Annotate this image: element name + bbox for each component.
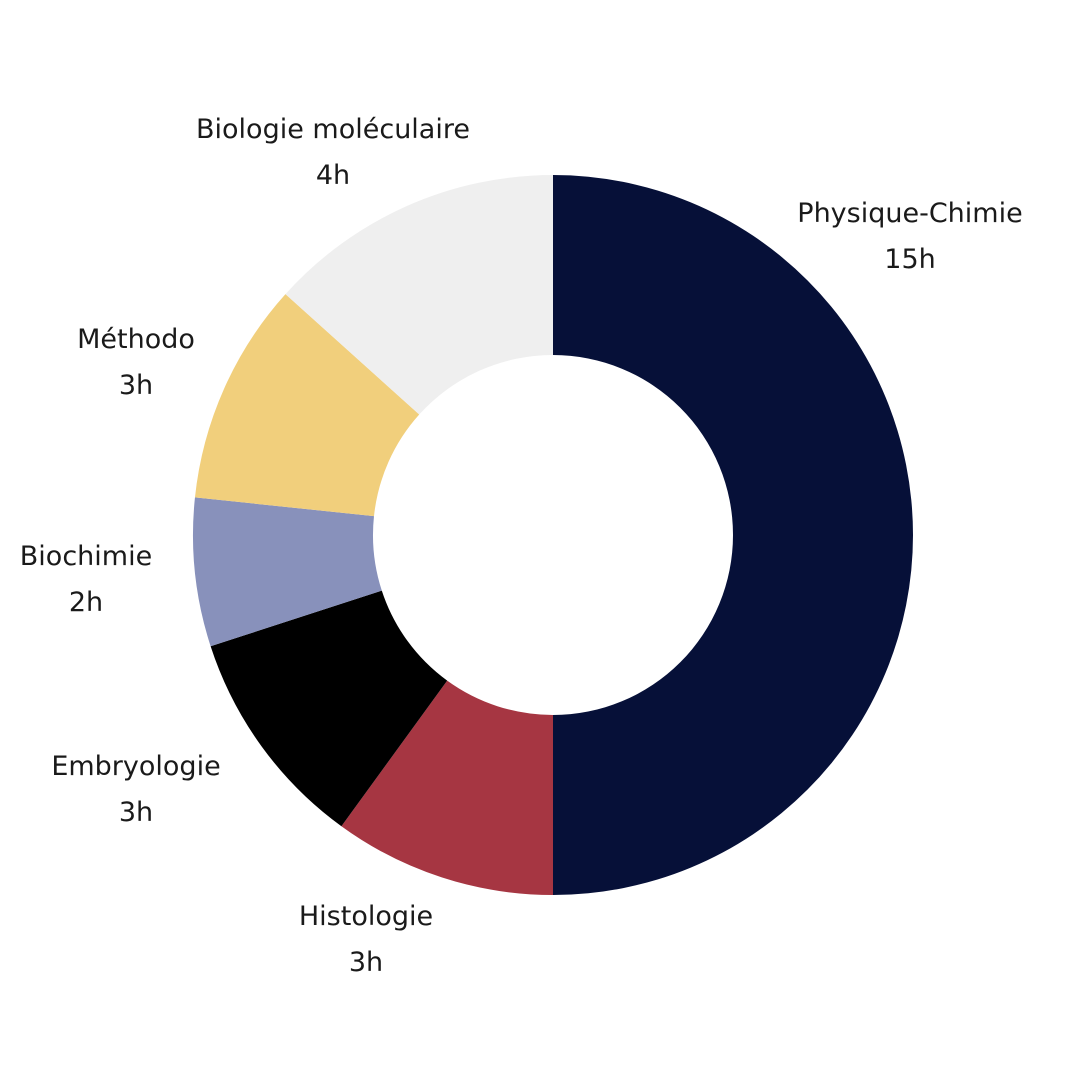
slice-physique-chimie: [553, 175, 913, 895]
slice-value-histologie: 3h: [349, 947, 383, 978]
slice-biochimie: [193, 497, 382, 647]
slice-label-biologie-moleculaire: Biologie moléculaire: [196, 114, 470, 145]
slice-embryologie: [210, 590, 448, 827]
slice-label-histologie: Histologie: [299, 901, 433, 932]
slice-value-embryologie: 3h: [119, 797, 153, 828]
donut-slices: [193, 175, 913, 895]
slice-label-methodo: Méthodo: [77, 324, 195, 355]
slice-value-physique-chimie: 15h: [884, 244, 935, 275]
slice-biologie-moleculaire: [285, 175, 553, 415]
slice-value-biochimie: 2h: [69, 587, 103, 618]
slice-labels: Physique-Chimie 15h Histologie 3h Embryologi…: [20, 114, 1023, 978]
slice-histologie: [341, 680, 553, 895]
slice-label-biochimie: Biochimie: [20, 541, 152, 572]
slice-label-physique-chimie: Physique-Chimie: [797, 198, 1022, 229]
slice-methodo: [194, 294, 420, 517]
slice-value-methodo: 3h: [119, 370, 153, 401]
slice-value-biologie-moleculaire: 4h: [316, 160, 350, 191]
slice-label-embryologie: Embryologie: [51, 751, 220, 782]
